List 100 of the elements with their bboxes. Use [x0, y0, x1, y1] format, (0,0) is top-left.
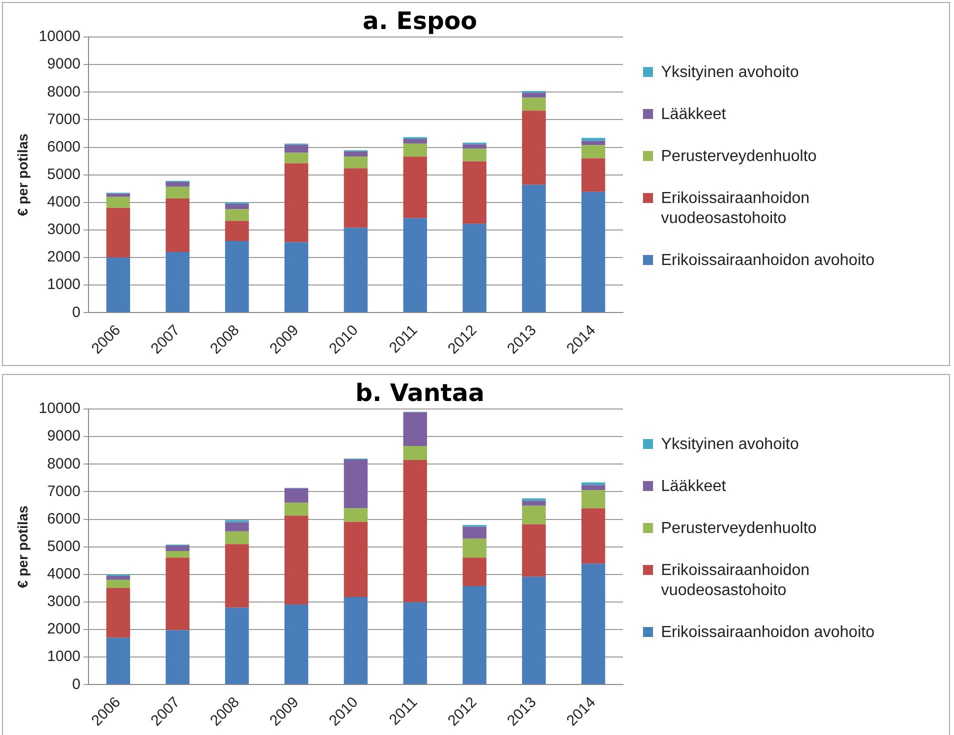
bar: [284, 502, 308, 516]
bar: [284, 242, 308, 312]
y-tick-label: 4000: [47, 194, 81, 211]
bar: [403, 446, 428, 460]
bar: [166, 182, 190, 187]
y-tick-label: 6000: [47, 510, 81, 528]
bar: [403, 412, 428, 446]
y-tick-label: 6000: [47, 138, 81, 156]
chart-title: a. Espoo: [362, 7, 478, 36]
bar: [462, 558, 486, 586]
y-tick-label: 9000: [47, 428, 81, 445]
legend-label: Erikoissairaanhoidon avohoito: [661, 251, 876, 271]
bar: [462, 144, 486, 149]
legend-label: Lääkkeet: [661, 105, 727, 125]
bar: [284, 144, 308, 153]
bar: [225, 608, 249, 684]
bar: [166, 550, 190, 558]
y-tick-label: 8000: [47, 455, 81, 472]
bar: [344, 522, 368, 598]
bar: [344, 156, 368, 168]
legend-label: Perusterveydenhuolto: [661, 147, 818, 167]
bar: [581, 490, 606, 508]
bar: [522, 92, 546, 98]
y-tick-label: 8000: [47, 83, 81, 100]
bar: [403, 144, 428, 157]
bar: [522, 576, 546, 684]
bar: [462, 538, 486, 558]
bar: [284, 516, 308, 604]
bar: [225, 531, 249, 544]
bar: [225, 204, 249, 210]
bar: [284, 152, 308, 164]
bar: [403, 218, 428, 312]
y-tick-label: 1000: [47, 276, 81, 294]
bar: [581, 485, 606, 490]
y-axis-title: € per potilas: [14, 505, 30, 588]
y-tick-label: 3000: [47, 221, 81, 238]
bar: [166, 630, 190, 684]
bar: [344, 459, 368, 508]
bar: [106, 588, 130, 638]
bar: [403, 156, 428, 218]
bar: [403, 602, 428, 684]
bar: [522, 524, 546, 577]
bar: [106, 638, 130, 684]
y-tick-label: 10000: [38, 400, 81, 418]
bar: [581, 138, 606, 141]
bar: [166, 186, 190, 199]
y-tick-label: 9000: [47, 56, 81, 73]
bar: [225, 220, 249, 241]
bar: [522, 110, 546, 185]
y-tick-label: 7000: [47, 110, 81, 128]
bar: [462, 148, 486, 162]
bar: [166, 252, 190, 312]
y-tick-label: 5000: [47, 166, 81, 183]
bar: [344, 168, 368, 228]
legend-label: Lääkkeet: [661, 477, 727, 497]
legend-label: Perusterveydenhuolto: [661, 519, 818, 539]
y-tick-label: 5000: [47, 538, 81, 555]
legend-label: Erikoissairaanhoidon avohoito: [661, 623, 876, 643]
bar: [225, 241, 249, 312]
y-axis-title: € per potilas: [14, 133, 30, 216]
bar: [344, 151, 368, 157]
bar: [284, 163, 308, 242]
bar: [225, 522, 249, 532]
bar: [522, 184, 546, 312]
bar: [581, 145, 606, 158]
bar: [344, 597, 368, 684]
y-tick-label: 3000: [47, 593, 81, 610]
bar: [106, 194, 130, 197]
legend-label: Erikoissairaanhoidon vuodeosastohoito: [661, 189, 811, 229]
bar: [225, 544, 249, 608]
bar: [284, 604, 308, 684]
bar: [581, 482, 606, 486]
y-tick-label: 10000: [38, 28, 81, 46]
bar: [106, 258, 130, 312]
chart-title: b. Vantaa: [355, 379, 484, 408]
y-tick-label: 2000: [47, 620, 81, 638]
bar: [166, 545, 190, 551]
legend-label: Erikoissairaanhoidon vuodeosastohoito: [661, 561, 811, 601]
bar: [106, 580, 130, 588]
bar: [106, 196, 130, 208]
bar: [522, 98, 546, 111]
bar: [106, 576, 130, 580]
bar: [462, 586, 486, 684]
y-tick-label: 1000: [47, 648, 81, 666]
y-tick-label: 2000: [47, 248, 81, 266]
bar: [581, 192, 606, 312]
bar: [522, 500, 546, 506]
y-tick-label: 0: [72, 676, 81, 693]
bar: [403, 139, 428, 144]
bar: [166, 198, 190, 252]
legend-label: Yksityinen avohoito: [661, 63, 800, 83]
bar: [403, 460, 428, 602]
bar: [462, 161, 486, 224]
bar: [284, 488, 308, 503]
y-tick-label: 0: [72, 304, 81, 321]
bar: [522, 498, 546, 501]
bar: [581, 564, 606, 684]
bar: [166, 558, 190, 630]
bar: [106, 208, 130, 258]
y-tick-label: 7000: [47, 482, 81, 500]
